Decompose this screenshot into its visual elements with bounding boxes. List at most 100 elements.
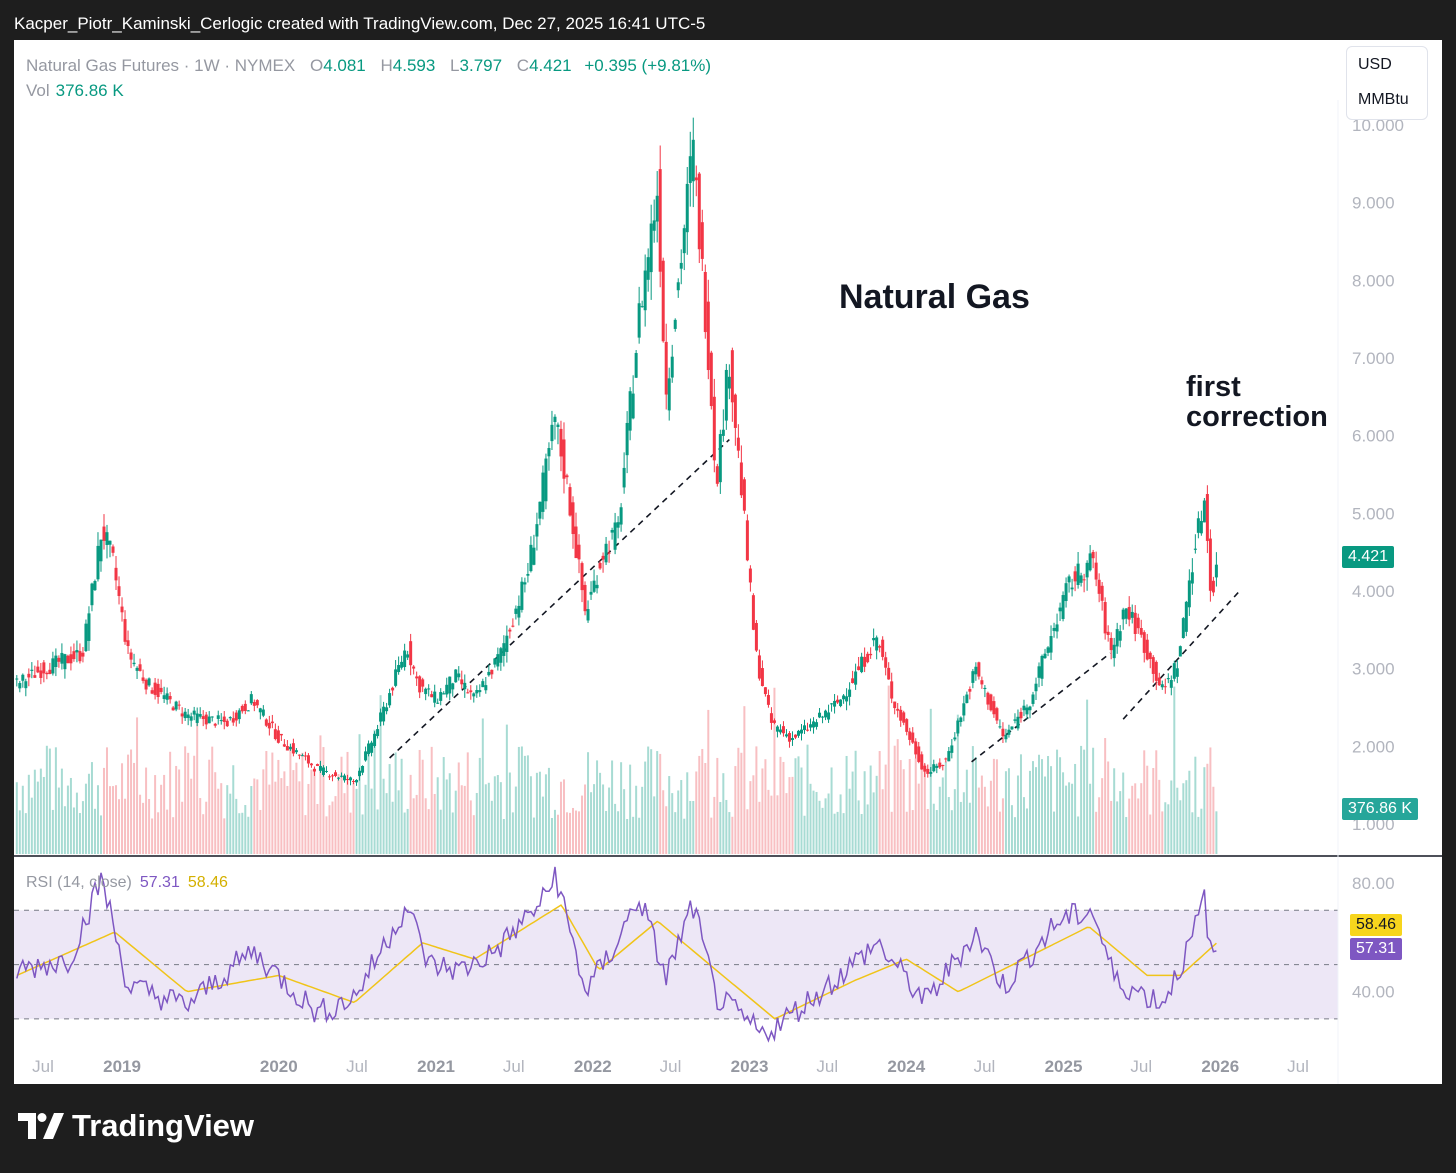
chart-annotation-correction[interactable]: first correction [1186,372,1328,432]
volume-bar [565,812,568,854]
volume-bar [346,751,349,854]
rsi-legend: RSI (14, close) 57.31 58.46 [26,874,228,892]
volume-bar [986,806,989,854]
volume-bar [710,817,713,854]
volume-bar [779,756,782,854]
volume-bar [1161,811,1164,854]
candle-body [484,685,488,691]
candle-body [1001,728,1005,737]
volume-bar [1056,749,1059,854]
candle-body [995,708,999,721]
volume-bar [1191,812,1194,854]
unit-label[interactable]: MMBtu [1358,91,1409,108]
volume-bar [1004,771,1007,854]
candle-body [276,730,280,743]
candle-body [96,545,100,580]
volume-bar [752,775,755,854]
candle-body [1157,677,1161,686]
high-label: H [380,56,393,75]
currency-unit-selector[interactable]: USD MMBtu [1346,46,1428,120]
currency-label[interactable]: USD [1358,56,1392,73]
candle-body [451,683,455,690]
y-tick-label: 5.000 [1352,504,1395,523]
candle-body [1166,678,1170,680]
candle-body [646,257,650,280]
volume-bar [391,801,394,854]
volume-bar [1047,756,1050,854]
candle-body [806,729,810,731]
candle-body [586,609,590,621]
candle-body [168,696,172,700]
volume-bar [118,799,121,854]
candle-body [1169,680,1173,688]
candle-body [860,656,864,673]
brand-logo: TradingView [18,1108,254,1144]
candle-body [670,356,674,378]
candle-body [544,458,548,502]
candle-body [1046,647,1050,653]
volume-bar [749,781,752,854]
chart-annotation-title[interactable]: Natural Gas [839,278,1030,316]
candle-body [848,689,852,697]
candle-body [799,729,803,734]
volume-bar [1173,686,1176,854]
volume-bar [520,746,523,854]
candle-body [15,678,19,680]
candle-body [1094,562,1098,580]
candle-body [1175,668,1179,677]
candle-body [258,708,262,713]
volume-bar [1074,763,1077,854]
volume-bar [358,734,361,854]
volume-bar [265,751,268,854]
candle-body [315,764,319,766]
volume-bar [51,809,54,854]
volume-label: Vol [26,81,50,100]
volume-bar [325,816,328,854]
candle-body [818,712,822,718]
rsi-line [16,866,1217,1043]
candle-body [793,734,797,738]
volume-bar [1143,750,1146,854]
candle-body [475,690,479,694]
candle-body [529,544,533,572]
volume-bar [788,777,791,854]
candle-body [340,775,344,777]
candle-body [688,156,692,183]
candle-body [643,270,647,311]
volume-bar [1206,763,1209,854]
volume-bar [349,812,352,854]
candle-body [198,714,202,717]
rsi-label[interactable]: RSI (14, close) [26,874,132,891]
volume-bar [869,765,872,854]
candle-body [463,682,467,690]
symbol-label[interactable]: Natural Gas Futures · 1W · NYMEX [26,56,296,75]
volume-bar [271,752,274,854]
candle-body [303,755,307,757]
candle-body [769,713,773,723]
candle-body [189,716,193,721]
volume-bar [235,798,238,854]
candle-body [376,729,380,737]
candle-body [628,391,632,431]
candle-body [21,674,25,681]
candle-body [1028,706,1032,711]
candle-body [72,651,76,660]
volume-bar [809,783,812,854]
volume-bar [974,757,977,854]
volume-bar [1062,772,1065,854]
candle-body [875,637,879,651]
y-tick-label: 3.000 [1352,660,1395,679]
volume-bar [54,747,57,854]
volume-bar [1179,800,1182,854]
chart-panel[interactable]: 1.000 2.000 3.000 4.000 5.000 6.000 7.000 8.000… [14,40,1442,1084]
candle-body [352,780,356,782]
volume-bar [21,785,24,854]
x-tick-label: 2023 [731,1057,769,1076]
chart-canvas[interactable]: 1.0002.0003.0004.0005.0006.0007.0008.000… [14,40,1442,1084]
volume-bar [674,812,677,854]
volume-bar [109,786,112,854]
volume-bar [502,818,505,854]
volume-bar [241,812,244,854]
volume-bar [1107,761,1110,854]
candle-body [457,673,461,678]
